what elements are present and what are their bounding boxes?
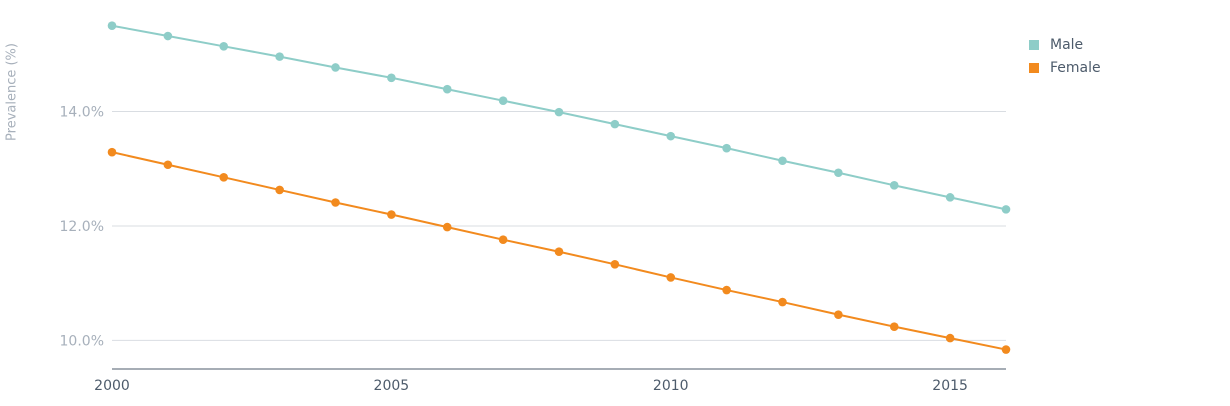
x-tick-label: 2000 xyxy=(94,378,130,394)
series-layer xyxy=(107,21,1011,354)
y-tick-label: 10.0% xyxy=(60,333,104,349)
data-point[interactable] xyxy=(387,210,396,219)
data-point[interactable] xyxy=(834,168,843,178)
data-point[interactable] xyxy=(610,119,620,129)
data-point[interactable] xyxy=(219,173,229,182)
data-point[interactable] xyxy=(107,21,117,31)
data-point[interactable] xyxy=(666,131,676,141)
y-tick-label: 14.0% xyxy=(60,105,104,121)
data-point[interactable] xyxy=(1001,205,1011,214)
data-point[interactable] xyxy=(554,107,564,117)
series-male xyxy=(107,21,1011,214)
legend-swatch xyxy=(1029,62,1039,73)
x-tick-label: 2010 xyxy=(653,378,689,394)
legend-item-female[interactable]: Female xyxy=(1029,56,1101,79)
data-point[interactable] xyxy=(610,260,620,269)
data-point[interactable] xyxy=(163,31,173,41)
data-point[interactable] xyxy=(219,42,229,51)
data-point[interactable] xyxy=(1001,345,1011,354)
legend-item-male[interactable]: Male xyxy=(1029,33,1101,56)
data-point[interactable] xyxy=(442,84,452,94)
data-point[interactable] xyxy=(163,160,173,170)
data-point[interactable] xyxy=(666,273,676,282)
legend: Male Female xyxy=(1029,33,1101,79)
data-point[interactable] xyxy=(778,156,787,166)
data-point[interactable] xyxy=(722,143,731,153)
y-axis-label: Prevalence (%) xyxy=(4,43,20,141)
data-point[interactable] xyxy=(834,310,843,319)
x-tick-label: 2005 xyxy=(374,378,410,394)
data-point[interactable] xyxy=(945,333,955,343)
data-point[interactable] xyxy=(498,96,508,105)
data-point[interactable] xyxy=(331,198,340,207)
x-tick-label: 2015 xyxy=(932,378,968,394)
legend-label: Male xyxy=(1050,36,1084,53)
data-point[interactable] xyxy=(722,285,731,295)
x-axis-ticks: 2000 2005 2010 2015 xyxy=(94,378,968,394)
series-female xyxy=(107,147,1011,354)
data-point[interactable] xyxy=(387,73,396,83)
legend-swatch xyxy=(1029,39,1039,50)
data-point[interactable] xyxy=(498,235,508,244)
data-point[interactable] xyxy=(275,52,284,61)
data-point[interactable] xyxy=(889,181,899,190)
data-point[interactable] xyxy=(331,63,340,72)
data-point[interactable] xyxy=(778,297,787,307)
data-point[interactable] xyxy=(442,222,452,232)
gridlines xyxy=(112,111,1006,370)
data-point[interactable] xyxy=(554,247,564,257)
data-point[interactable] xyxy=(945,193,955,202)
y-tick-label: 12.0% xyxy=(60,219,104,235)
data-point[interactable] xyxy=(275,185,284,195)
data-point[interactable] xyxy=(889,322,899,331)
y-axis-ticks: 10.0% 12.0% 14.0% xyxy=(60,105,104,350)
legend-label: Female xyxy=(1050,59,1101,76)
data-point[interactable] xyxy=(107,147,117,157)
